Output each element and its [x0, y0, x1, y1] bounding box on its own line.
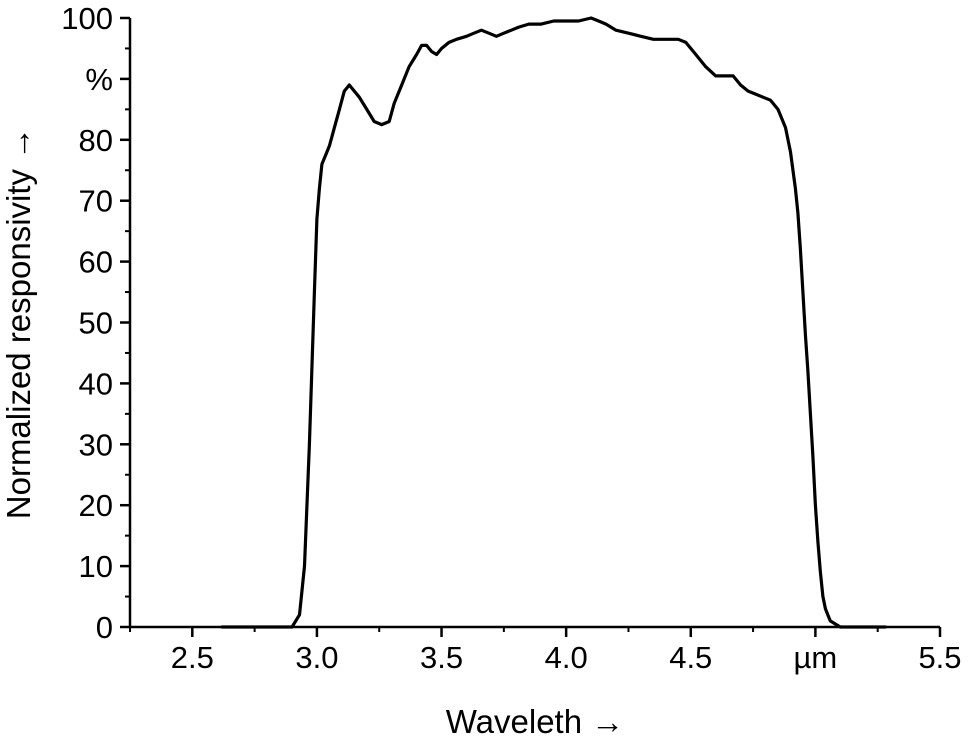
y-tick-label: 80 [79, 123, 113, 158]
y-tick-label: 60 [79, 245, 113, 280]
x-tick-label: 3.5 [420, 640, 463, 675]
y-tick-label: 10 [79, 549, 113, 584]
x-tick-label: 3.0 [295, 640, 338, 675]
x-tick-label: µm [794, 640, 838, 675]
y-tick-label: % [85, 62, 113, 97]
y-tick-label: 70 [79, 184, 113, 219]
y-tick-label: 50 [79, 306, 113, 341]
x-tick-labels: 2.5 3.0 3.5 4.0 4.5 µm 5.5 [171, 640, 962, 675]
x-tick-label: 4.5 [669, 640, 712, 675]
x-tick-label: 5.5 [918, 640, 961, 675]
y-tick-label: 0 [96, 610, 113, 645]
y-tick-labels: 0 10 20 30 40 50 60 70 80% 100 [61, 1, 113, 645]
y-tick-label: 20 [79, 488, 113, 523]
major-ticks [120, 16, 942, 637]
x-axis-title: Waveleth → [446, 703, 625, 740]
responsivity-curve [220, 16, 887, 629]
y-tick-label: 40 [79, 366, 113, 401]
x-tick-label: 2.5 [171, 640, 214, 675]
x-tick-label: 4.0 [545, 640, 588, 675]
y-tick-label: 100 [61, 1, 113, 36]
y-axis-title: Normalized responsivity → [0, 127, 37, 519]
y-tick-label: 30 [79, 427, 113, 462]
